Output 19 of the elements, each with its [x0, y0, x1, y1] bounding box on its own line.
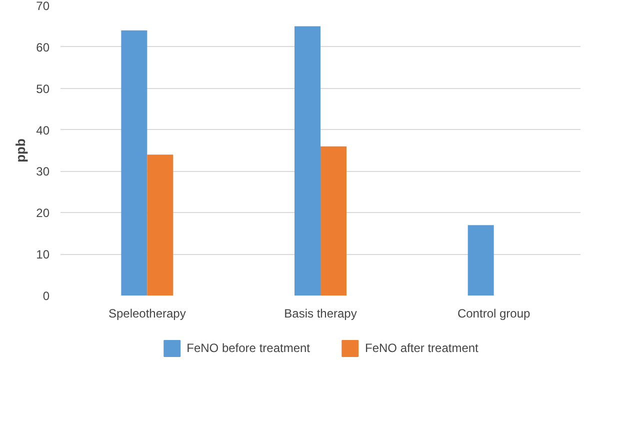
x-tick-label: Control group [457, 306, 531, 320]
y-tick-label: 30 [36, 164, 50, 179]
bar [294, 26, 320, 296]
y-tick-label: 20 [36, 206, 50, 220]
y-tick-label: 10 [36, 248, 50, 262]
y-tick-label: 60 [36, 40, 50, 54]
y-tick-label: 0 [42, 289, 50, 303]
y-tick-label: 50 [36, 82, 50, 96]
x-tick-label: Speleotherapy [108, 306, 186, 320]
x-tick-label: Basis therapy [284, 306, 357, 320]
legend-label: FeNO before treatment [186, 341, 310, 355]
legend-label: FeNO after treatment [365, 341, 478, 355]
y-tick-label: 70 [36, 0, 50, 13]
y-tick-label: 40 [36, 123, 50, 138]
bar [147, 154, 174, 296]
bar [468, 225, 494, 296]
bar [121, 30, 148, 296]
bar [320, 146, 346, 296]
y-axis-title: ppb [13, 138, 28, 162]
